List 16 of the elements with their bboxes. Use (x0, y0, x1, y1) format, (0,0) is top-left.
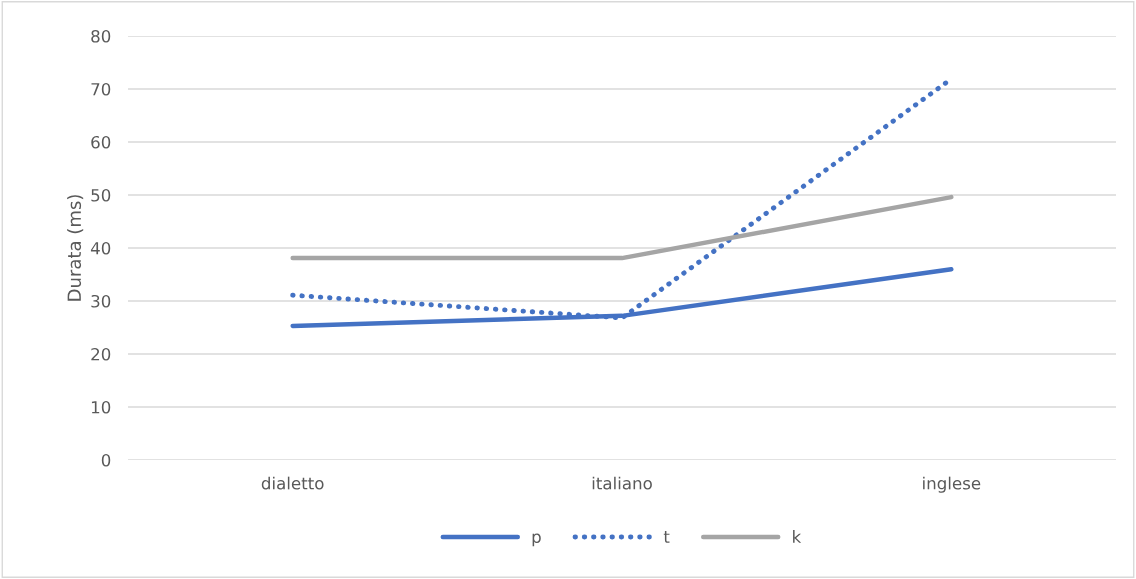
y-tick-label: 60 (91, 135, 111, 149)
y-tick-label: 80 (91, 29, 111, 43)
y-tick-label: 50 (91, 188, 111, 202)
y-tick-label: 10 (91, 400, 111, 414)
x-tick-label: dialetto (261, 476, 324, 490)
x-tick-label: italiano (592, 476, 652, 490)
y-tick-label: 40 (90, 241, 111, 255)
x-tick-label: inglese (923, 476, 981, 493)
y-tick-label: 70 (91, 82, 111, 96)
y-axis-title: Durata (ms) (67, 195, 84, 301)
y-tick-label: 0 (101, 453, 111, 467)
y-tick-label: 20 (91, 347, 111, 361)
legend-label: k (793, 530, 802, 543)
legend-label: p (532, 533, 541, 547)
y-tick-label: 30 (91, 294, 111, 308)
legend-label: t (663, 531, 670, 543)
